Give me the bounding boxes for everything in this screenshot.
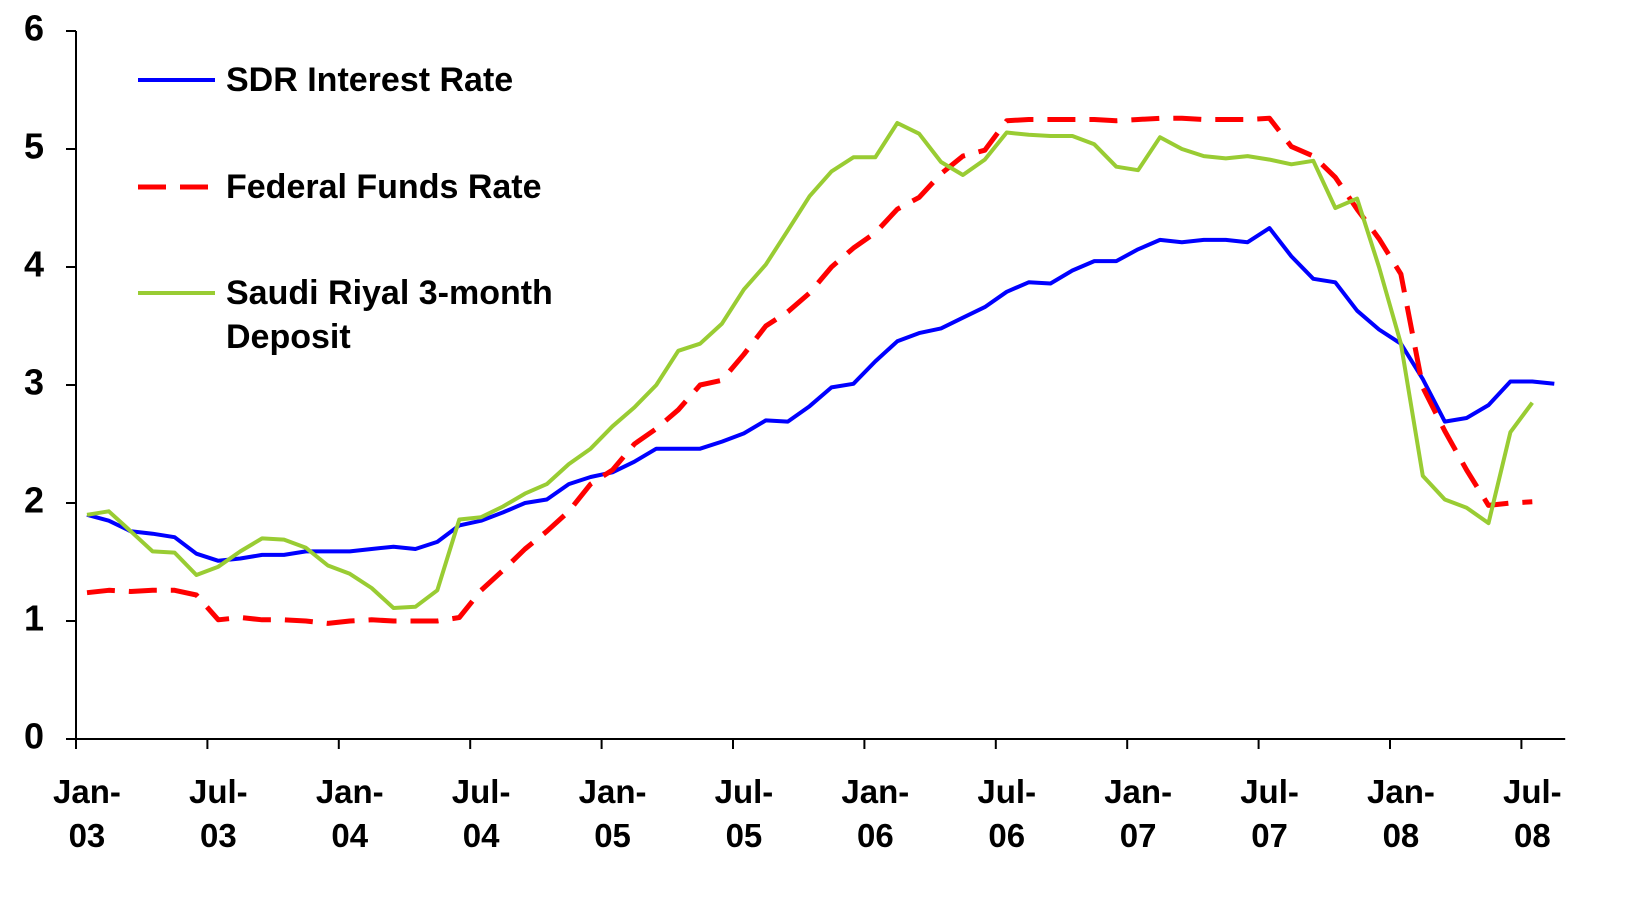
x-tick-label: Jul-08 xyxy=(1503,773,1562,854)
series-line xyxy=(86,226,1555,563)
series-line xyxy=(86,115,1533,626)
x-tick-label: Jan-05 xyxy=(578,773,647,854)
x-tick-label: Jan-07 xyxy=(1104,773,1173,854)
y-tick-label: 5 xyxy=(24,126,44,167)
y-tick-label: 0 xyxy=(24,716,44,757)
y-tick-label: 2 xyxy=(24,480,44,521)
x-tick-label: Jan-08 xyxy=(1367,773,1435,854)
legend-label: Federal Funds Rate xyxy=(226,168,542,206)
legend-label: Saudi Riyal 3-month Deposit xyxy=(226,274,553,356)
y-tick-label: 3 xyxy=(24,362,44,403)
x-tick-label: Jul-07 xyxy=(1240,773,1299,854)
y-tick-label: 6 xyxy=(24,8,44,49)
series-line xyxy=(86,121,1534,610)
x-tick-label: Jan-03 xyxy=(53,773,121,854)
x-tick-label: Jul-06 xyxy=(977,773,1037,854)
x-tick-label: Jul-03 xyxy=(189,773,248,854)
y-tick-label: 1 xyxy=(24,598,44,639)
x-tick-label: Jan-06 xyxy=(841,773,910,854)
legend-label: SDR Interest Rate xyxy=(226,61,514,99)
x-tick-label: Jul-04 xyxy=(451,773,511,854)
x-tick-label: Jul-05 xyxy=(714,773,774,854)
y-tick-label: 4 xyxy=(24,244,44,285)
x-tick-label: Jan-04 xyxy=(315,773,384,854)
